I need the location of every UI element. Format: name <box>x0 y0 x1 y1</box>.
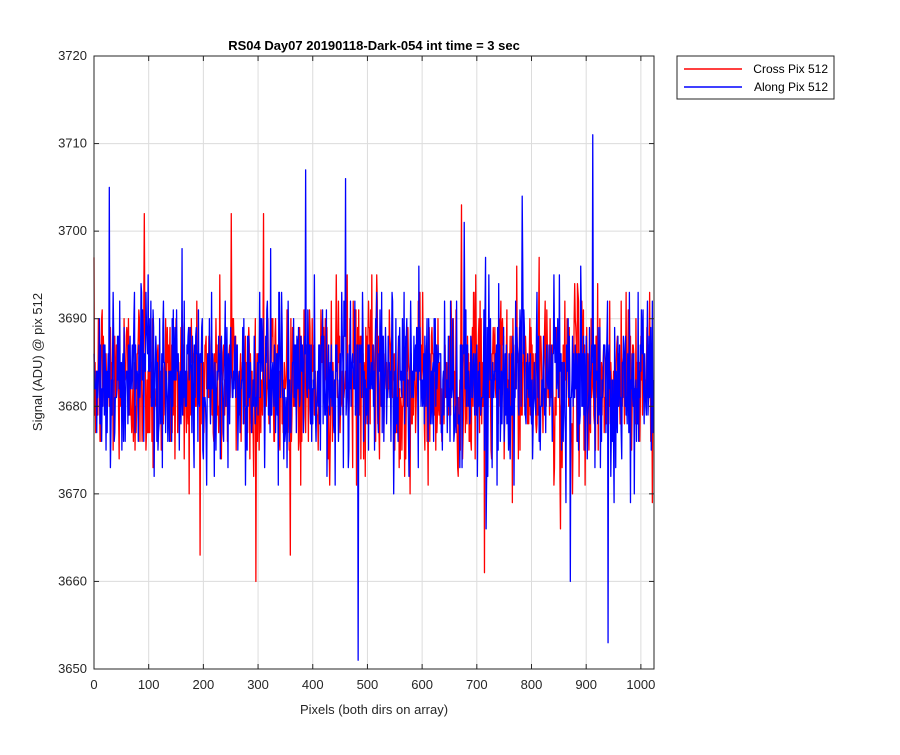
x-tick-label: 700 <box>466 677 488 692</box>
y-tick-label: 3700 <box>58 223 87 238</box>
series-layer <box>93 134 655 661</box>
x-tick-label: 600 <box>411 677 433 692</box>
x-tick-label: 300 <box>247 677 269 692</box>
series-line-along-pix-512 <box>93 134 655 661</box>
x-tick-label: 100 <box>138 677 160 692</box>
y-tick-label: 3680 <box>58 398 87 413</box>
x-tick-label: 1000 <box>626 677 655 692</box>
legend: Cross Pix 512 Along Pix 512 <box>676 55 835 100</box>
x-tick-label: 0 <box>90 677 97 692</box>
x-tick-label: 400 <box>302 677 324 692</box>
chart-title: RS04 Day07 20190118-Dark-054 int time = … <box>228 38 520 53</box>
plot-frame <box>93 55 655 670</box>
series-line-cross-pix-512 <box>93 204 654 583</box>
y-axis-label: Signal (ADU) @ pix 512 <box>30 293 45 431</box>
x-tick-label: 200 <box>193 677 215 692</box>
x-tick-label: 800 <box>521 677 543 692</box>
x-axis-label: Pixels (both dirs on array) <box>300 702 448 717</box>
y-tick-label: 3690 <box>58 311 87 326</box>
y-tick-label: 3660 <box>58 573 87 588</box>
y-tick-label: 3650 <box>58 661 87 676</box>
y-tick-label: 3670 <box>58 486 87 501</box>
x-tick-label: 900 <box>575 677 597 692</box>
y-tick-label: 3710 <box>58 136 87 151</box>
legend-box <box>676 55 835 100</box>
legend-label-along: Along Pix 512 <box>754 80 828 94</box>
legend-label-cross: Cross Pix 512 <box>753 62 828 76</box>
x-tick-label: 500 <box>357 677 379 692</box>
ticks: 0 100 200 300 400 500 600 700 800 900 1000 3650 3660… <box>58 48 655 692</box>
y-tick-label: 3720 <box>58 48 87 63</box>
